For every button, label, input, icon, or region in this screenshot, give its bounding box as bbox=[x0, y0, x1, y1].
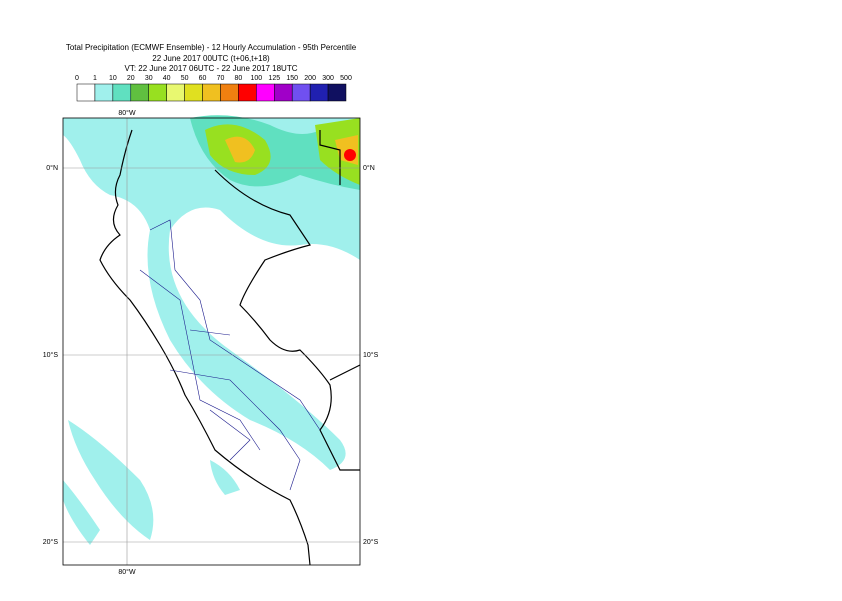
lat-label: 20°S bbox=[363, 538, 379, 546]
legend-swatch bbox=[238, 83, 257, 102]
legend-swatch bbox=[309, 83, 329, 102]
title-line: VT: 22 June 2017 06UTC - 22 June 2017 18… bbox=[125, 64, 298, 73]
legend-label: 10 bbox=[109, 75, 117, 82]
admin-borders bbox=[139, 219, 321, 491]
graticule bbox=[63, 118, 360, 565]
lon-label: 80°W bbox=[118, 109, 136, 117]
legend-swatch bbox=[76, 83, 96, 102]
legend-swatch bbox=[327, 83, 347, 102]
precip-light bbox=[63, 118, 360, 545]
coastline bbox=[99, 129, 361, 566]
legend-swatch bbox=[112, 83, 132, 102]
lat-label: 20°S bbox=[43, 538, 59, 546]
legend-label: 500 bbox=[340, 75, 352, 82]
lon-label: 80°W bbox=[118, 568, 136, 576]
lat-label: 10°S bbox=[363, 351, 379, 359]
legend-label: 80 bbox=[235, 75, 243, 82]
map-frame bbox=[62, 117, 361, 566]
legend-label: 70 bbox=[217, 75, 225, 82]
map bbox=[62, 115, 361, 566]
legend-label: 60 bbox=[199, 75, 207, 82]
legend-label: 300 bbox=[322, 75, 334, 82]
legend-label: 1 bbox=[93, 75, 97, 82]
legend-label: 100 bbox=[250, 75, 262, 82]
legend-label: 40 bbox=[163, 75, 171, 82]
title-line: Total Precipitation (ECMWF Ensemble) - 1… bbox=[66, 43, 357, 52]
precip-heavier bbox=[225, 135, 358, 165]
legend-label: 125 bbox=[268, 75, 280, 82]
legend-label: 0 bbox=[75, 75, 79, 82]
color-legend: 0 1 10 20 30 40 50 60 70 80 100 125 150 200 300 500 bbox=[75, 75, 352, 102]
legend-swatch bbox=[94, 83, 114, 102]
precip-max bbox=[344, 149, 356, 161]
legend-swatch bbox=[256, 83, 275, 102]
legend-swatch bbox=[291, 83, 311, 102]
legend-label: 30 bbox=[145, 75, 153, 82]
legend-label: 20 bbox=[127, 75, 135, 82]
legend-swatch bbox=[184, 83, 203, 102]
legend-swatch bbox=[130, 83, 149, 102]
title-line: 22 June 2017 00UTC (t+06,t+18) bbox=[152, 54, 270, 63]
legend-swatch bbox=[274, 83, 293, 102]
legend-swatch bbox=[166, 83, 185, 102]
lat-label: 0°N bbox=[363, 164, 375, 172]
lat-label: 0°N bbox=[46, 164, 58, 172]
legend-swatch bbox=[148, 83, 167, 102]
lat-label: 10°S bbox=[43, 351, 59, 359]
legend-swatch bbox=[202, 83, 221, 102]
legend-label: 50 bbox=[181, 75, 189, 82]
legend-label: 200 bbox=[304, 75, 316, 82]
legend-label: 150 bbox=[286, 75, 298, 82]
legend-swatch bbox=[220, 83, 239, 102]
